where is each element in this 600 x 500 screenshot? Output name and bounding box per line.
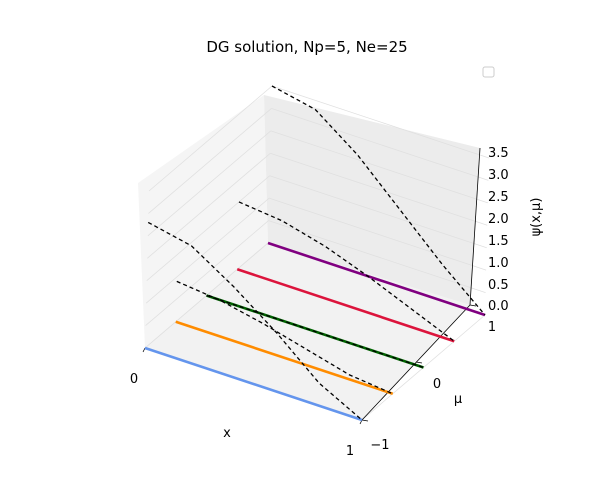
back-wall-pane: [264, 95, 480, 305]
reference-curve-3: [238, 201, 455, 342]
z-grid-back-2: [269, 197, 487, 271]
floor-pane: [145, 243, 470, 420]
chart-title: DG solution, Np=5, Ne=25: [206, 38, 407, 56]
z-grid-back-4: [270, 152, 488, 226]
series-line-1: [175, 320, 394, 395]
z-grid-left-6: [148, 108, 272, 214]
z-tick-label-0: 0.0: [488, 299, 509, 314]
z-tick-label-6: 3.0: [488, 168, 509, 183]
z-tick-label-3: 1.5: [488, 234, 509, 249]
x-tick-0: [142, 347, 146, 353]
axis-labels: x μ ψ(x,μ): [223, 198, 544, 441]
z-tick-label-4: 2.0: [488, 212, 509, 227]
axis-panes: [138, 95, 480, 420]
series-line-4: [267, 241, 486, 317]
reference-curves: [147, 85, 486, 421]
z-grid-back-1: [268, 220, 486, 293]
z-grid-back-5: [270, 130, 488, 204]
z-axis-line: [469, 147, 481, 306]
x-tick-label-0: 0: [130, 372, 138, 387]
series-line-0: [144, 346, 363, 422]
z-grid-left-4: [147, 152, 271, 259]
reference-curve-1: [176, 280, 394, 395]
z-tick-label-7: 3.5: [488, 146, 509, 161]
z-tick-label-5: 2.5: [488, 190, 509, 205]
x-axis-label: x: [223, 426, 231, 441]
series-line-3: [236, 268, 455, 343]
reference-curve-2: [206, 294, 424, 369]
axis-ticks: [142, 304, 477, 425]
z-grid-back-6: [271, 108, 489, 181]
z-grid-left-3: [146, 175, 270, 282]
z-grid-left-2: [145, 197, 270, 304]
tick-labels: 0 1 −1 0 1 0.0 0.5 1.0 1.5 2.0 2.5 3.0 3…: [130, 146, 509, 459]
z-grid-left-1: [145, 220, 269, 326]
z-grid-back-3: [269, 175, 487, 249]
y-tick-label-2: 1: [488, 320, 496, 335]
x-tick-label-1: 1: [346, 444, 354, 459]
y-axis-line: [361, 304, 471, 421]
legend-box: [482, 66, 495, 78]
z-tick-label-1: 0.5: [488, 278, 509, 293]
reference-curve-4: [271, 85, 486, 316]
z-tick-label-2: 1.0: [488, 256, 509, 271]
z-grid-back-7: [271, 85, 490, 159]
y-tick-label-1: 0: [433, 377, 441, 392]
y-tick-2: [469, 304, 477, 307]
reference-curve-0: [147, 221, 363, 421]
y-tick-0: [361, 419, 369, 422]
y-axis-label: μ: [454, 392, 462, 407]
z-axis-label: ψ(x,μ): [529, 198, 544, 237]
left-wall-pane: [138, 95, 268, 348]
z-grid-left-5: [147, 130, 272, 237]
y-tick-1: [415, 361, 423, 364]
z-grid-left-7: [148, 85, 273, 192]
y-tick-label-0: −1: [370, 438, 389, 453]
